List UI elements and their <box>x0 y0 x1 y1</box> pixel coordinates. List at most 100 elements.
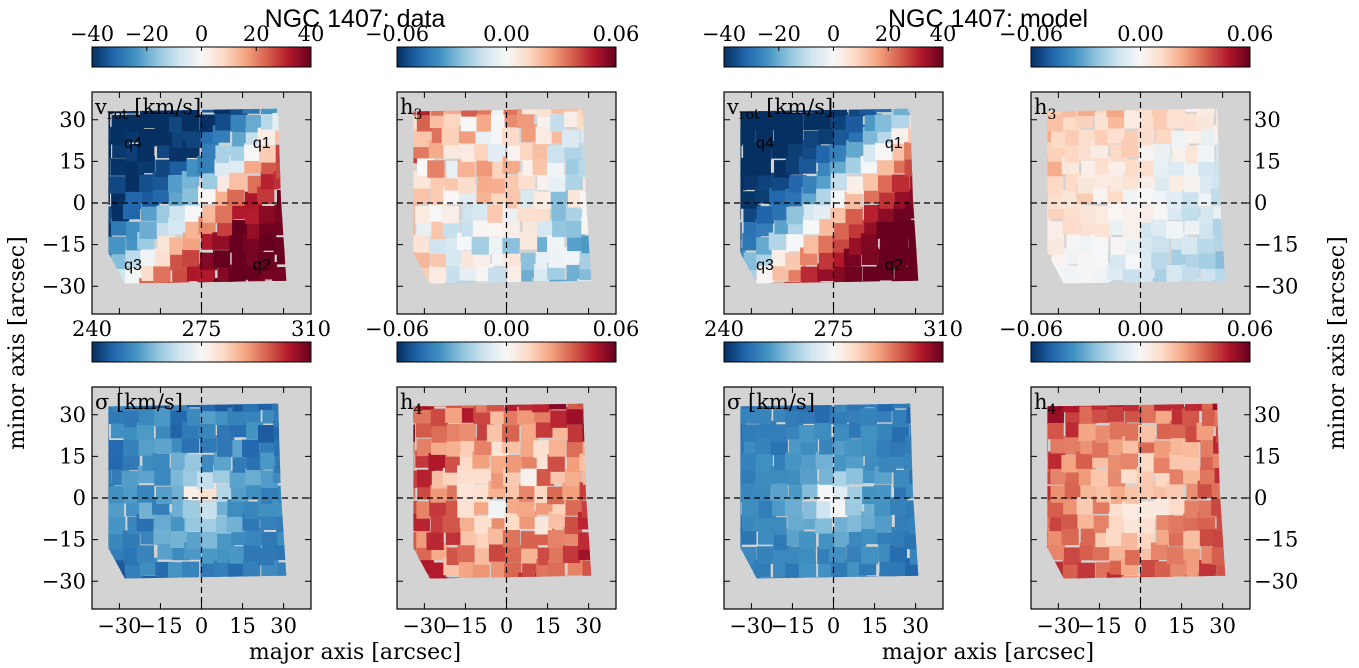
bin-cell <box>217 439 235 457</box>
bin-cell <box>740 514 743 532</box>
bin-cell <box>740 126 756 144</box>
bin-cell <box>108 220 112 238</box>
bin-cell <box>814 516 833 534</box>
bin-cell <box>1080 218 1098 237</box>
panel-label: h4 <box>1034 390 1057 418</box>
bin-cell <box>873 484 892 503</box>
y-tick-label: −15 <box>42 233 86 257</box>
quadrant-label: q1 <box>885 135 903 152</box>
bin-cell <box>818 126 836 145</box>
bin-cell <box>416 403 435 410</box>
bin-cell <box>108 141 112 159</box>
bin-cell <box>1121 576 1139 579</box>
bin-cell <box>567 424 585 443</box>
bin-cell <box>566 407 584 425</box>
bin-cell <box>1047 403 1066 411</box>
bin-cell <box>506 455 524 473</box>
bin-cell <box>562 482 580 501</box>
bin-cell <box>1168 157 1186 176</box>
bin-cell <box>537 219 555 238</box>
bin-cell <box>227 188 245 206</box>
bin-cell <box>110 158 128 176</box>
bin-cell <box>1122 501 1140 519</box>
bin-cell <box>413 129 431 148</box>
bin-cell <box>769 517 787 535</box>
bin-cell <box>846 544 864 563</box>
y-tick-label: −30 <box>42 274 86 298</box>
bin-cell <box>547 235 565 253</box>
bin-cell <box>847 403 865 411</box>
bin-cell <box>1076 497 1094 515</box>
bin-cell <box>516 203 535 222</box>
bin-cell <box>740 172 747 191</box>
bin-cell <box>413 500 419 519</box>
bin-cell <box>1075 451 1094 469</box>
bin-cell <box>518 484 537 502</box>
bin-cell <box>200 403 218 412</box>
bin-cell <box>565 172 583 190</box>
bin-cell <box>442 220 461 238</box>
bin-cell <box>786 234 804 252</box>
bin-cell <box>518 403 536 411</box>
bin-cell <box>416 113 435 132</box>
bin-cell <box>228 546 247 564</box>
bin-cell <box>1141 558 1159 577</box>
bin-cell <box>108 125 111 144</box>
bin-cell <box>520 189 538 207</box>
bin-cell <box>111 218 129 236</box>
bin-cell <box>199 114 217 133</box>
bin-cell <box>889 250 907 269</box>
bin-cell <box>787 512 805 531</box>
bin-cell <box>582 206 592 225</box>
bin-cell <box>472 219 491 237</box>
bin-cell <box>199 252 218 271</box>
bin-cell <box>818 531 836 550</box>
panel-label: σ [km/s] <box>727 390 815 414</box>
colorbar-tick-label: 40 <box>298 22 325 46</box>
bin-cell <box>864 204 882 223</box>
colorbar-tick-label: 20 <box>875 22 902 46</box>
bin-cell <box>503 407 521 426</box>
bin-cell <box>754 186 772 204</box>
bin-cell <box>1124 423 1143 441</box>
bin-cell <box>1181 453 1199 471</box>
bin-cell <box>833 529 852 548</box>
bin-cell <box>1125 547 1143 566</box>
bin-cell <box>1063 496 1081 515</box>
bin-cell <box>848 108 866 117</box>
bin-cell <box>864 453 883 471</box>
bin-cell <box>413 159 415 178</box>
bin-cell <box>833 403 852 413</box>
bin-cell <box>136 485 155 503</box>
bin-cell <box>1137 187 1155 206</box>
bin-cell <box>785 452 803 470</box>
bin-cell <box>413 531 418 550</box>
bin-cell <box>875 142 893 161</box>
bin-cell <box>1047 439 1048 457</box>
bin-cell <box>1184 217 1202 235</box>
bin-cell <box>1216 514 1226 533</box>
bin-cell <box>472 484 490 503</box>
bin-cell <box>1090 250 1109 268</box>
colorbar-tick-label: 275 <box>181 317 221 341</box>
panel-data-h3: −0.06 0.00 0.06 h3 <box>365 22 639 315</box>
bin-cell <box>861 403 879 408</box>
bin-cell <box>122 530 140 548</box>
colorbar-tick-label: 0.00 <box>483 22 530 46</box>
bin-cell <box>109 176 127 194</box>
bin-cell <box>907 264 919 282</box>
bin-cell <box>232 403 250 412</box>
bin-cell <box>1155 173 1173 192</box>
bin-cell <box>1166 221 1184 239</box>
colorbar-tick-label: −0.06 <box>999 317 1063 341</box>
bin-cell <box>535 126 553 145</box>
bin-cell <box>1185 108 1203 112</box>
colorbar-tick-label: 20 <box>243 22 270 46</box>
bin-cell <box>456 280 474 284</box>
bin-cell <box>1212 529 1226 548</box>
x-tick-label: −15 <box>443 614 487 638</box>
bin-cell <box>517 406 535 425</box>
bin-cell <box>799 425 817 443</box>
bin-cell <box>547 486 565 505</box>
colorbar-tick-label: 0 <box>827 22 840 46</box>
